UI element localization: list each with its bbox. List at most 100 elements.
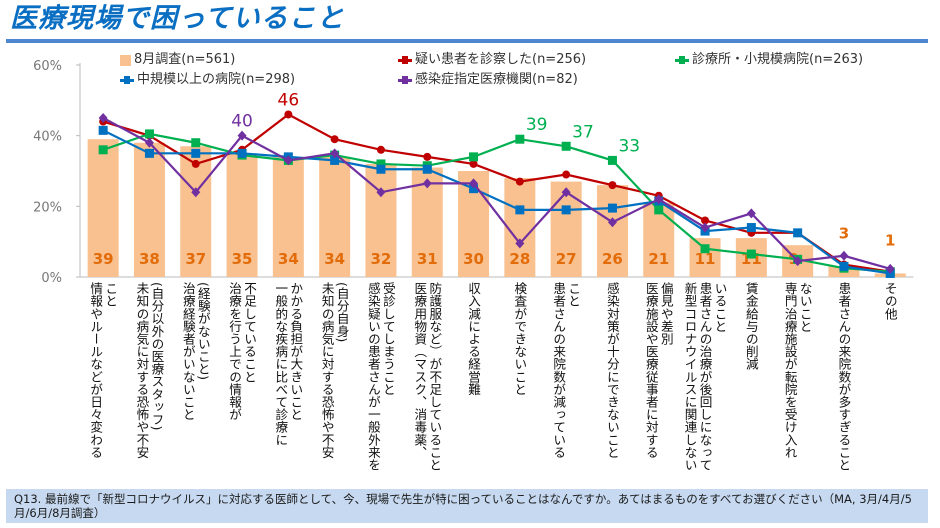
category-label: 感染対策が十分にできないこと: [605, 282, 620, 458]
category-label-line: 検査ができないこと: [512, 282, 528, 396]
bar-value-label: 3: [839, 224, 849, 242]
legend-item: 中規模以上の病院(n=298): [120, 72, 295, 88]
category-label-line: ないこと: [797, 282, 813, 333]
series-point: [839, 261, 849, 271]
series-point: [376, 164, 386, 174]
series-line: [102, 113, 891, 273]
series-point: [98, 125, 108, 135]
legend-line-marker: [675, 55, 689, 64]
legend-label: 中規模以上の病院(n=298): [137, 72, 296, 87]
series-point: [700, 222, 710, 233]
title-divider: [6, 39, 928, 43]
legend-item: 感染症指定医療機関(n=82): [398, 72, 578, 88]
category-label: 未知の病気に対する恐怖や不安 (自分自身): [320, 282, 350, 458]
series-point: [515, 205, 525, 215]
category-label: 患者さんの来院数が多すぎること: [836, 282, 851, 471]
series-point: [608, 181, 617, 190]
category-label: 専門治療施設が転院を受け入れ ないこと: [783, 282, 813, 458]
bar-value-label: 39: [93, 250, 114, 268]
category-label: 情報やルールなどが日々変わる こと: [88, 282, 118, 458]
category-label-line: (経験がないこと): [195, 282, 211, 381]
series-point: [423, 152, 432, 161]
series-point: [191, 138, 201, 148]
series-point: [191, 159, 200, 168]
series-point: [654, 205, 664, 215]
bar: [504, 178, 536, 277]
series-point: [469, 184, 479, 194]
category-label-line: 賃金給与の削減: [743, 282, 759, 371]
series-point: [746, 249, 756, 259]
bar-value-label: 35: [232, 250, 253, 268]
series-point: [422, 178, 432, 189]
series-point: [793, 228, 803, 238]
series-point: [144, 148, 154, 158]
series-point: [561, 141, 571, 151]
category-label-line: かかる負担が大きいこと: [288, 282, 304, 421]
series-point: [284, 110, 293, 119]
series-point: [237, 148, 247, 158]
legend-item: 疑い患者を診察した(n=256): [398, 52, 586, 68]
bar-value-label: 27: [556, 250, 577, 268]
series-point: [515, 177, 524, 186]
series-point: [422, 164, 432, 174]
legend-label: 疑い患者を診察した(n=256): [415, 52, 587, 67]
category-label: 一般的な疾病に比べて診療に かかる負担が大きいこと: [273, 282, 303, 446]
bar-value-label: 31: [417, 250, 438, 268]
category-label-line: 防護服など）が不足していること: [427, 282, 443, 471]
series-value-label: 39: [526, 115, 548, 135]
category-label: 患者さんの来院数が減っている こと: [551, 282, 581, 458]
series-point: [237, 130, 247, 141]
series-point: [191, 187, 201, 198]
series-value-label: 40: [231, 112, 253, 132]
series-point: [515, 238, 525, 249]
bar-value-label: 34: [324, 250, 345, 268]
legend-line-marker: [398, 55, 412, 64]
series-value-label: 33: [618, 136, 640, 156]
category-label-line: 治療を行う上での情報が: [227, 282, 243, 421]
category-label: その他: [883, 282, 898, 320]
category-label: 医療用物資（マスク、消毒薬、 防護服など）が不足していること: [412, 282, 442, 471]
legend-label: 8月調査(n=561): [134, 52, 236, 67]
category-label: 賃金給与の削減: [744, 282, 759, 370]
bar: [180, 146, 212, 277]
category-label: 感染疑いの患者さんが一般外来を 受診してしまうこと: [366, 282, 396, 471]
series-point: [607, 203, 617, 213]
series-point: [330, 148, 340, 159]
category-label: 検査ができないこと: [512, 282, 527, 395]
y-tick-label: 40%: [33, 130, 62, 145]
legend-line-marker: [120, 75, 134, 84]
series-point: [469, 178, 479, 189]
y-tick-label: 20%: [33, 200, 62, 215]
bar-value-label: 30: [463, 250, 484, 268]
bar-value-label: 11: [695, 250, 716, 268]
series-point: [607, 155, 617, 165]
category-label-line: 未知の病気に対する恐怖や不安: [134, 282, 150, 459]
series-point: [376, 145, 385, 154]
series-point: [191, 148, 201, 158]
category-label-line: 新型コロナウイルスに関連しない: [682, 282, 698, 471]
category-label-line: その他: [882, 282, 898, 320]
series-point: [562, 170, 571, 179]
category-label-line: いること: [712, 282, 728, 333]
series-point: [98, 113, 108, 123]
category-label-line: こと: [566, 282, 582, 308]
series-point: [376, 187, 386, 198]
series-point: [839, 250, 849, 261]
bar: [226, 153, 258, 277]
series-point: [561, 187, 571, 198]
bar-value-label: 1: [885, 231, 895, 249]
category-label-line: 感染疑いの患者さんが一般外来を: [365, 282, 381, 471]
category-label-line: 偏見や差別: [658, 282, 674, 345]
category-label-line: 収入減による経営難: [466, 282, 482, 396]
series-point: [561, 205, 571, 215]
bar: [319, 156, 351, 277]
series-point: [469, 159, 478, 168]
bar: [272, 156, 304, 277]
series-point: [654, 194, 664, 205]
series-point: [144, 137, 154, 148]
series-line: [102, 117, 891, 270]
category-label-line: 感染対策が十分にできないこと: [604, 282, 620, 459]
series-line: [102, 129, 891, 275]
series-point: [515, 134, 525, 144]
series-point: [793, 256, 803, 267]
